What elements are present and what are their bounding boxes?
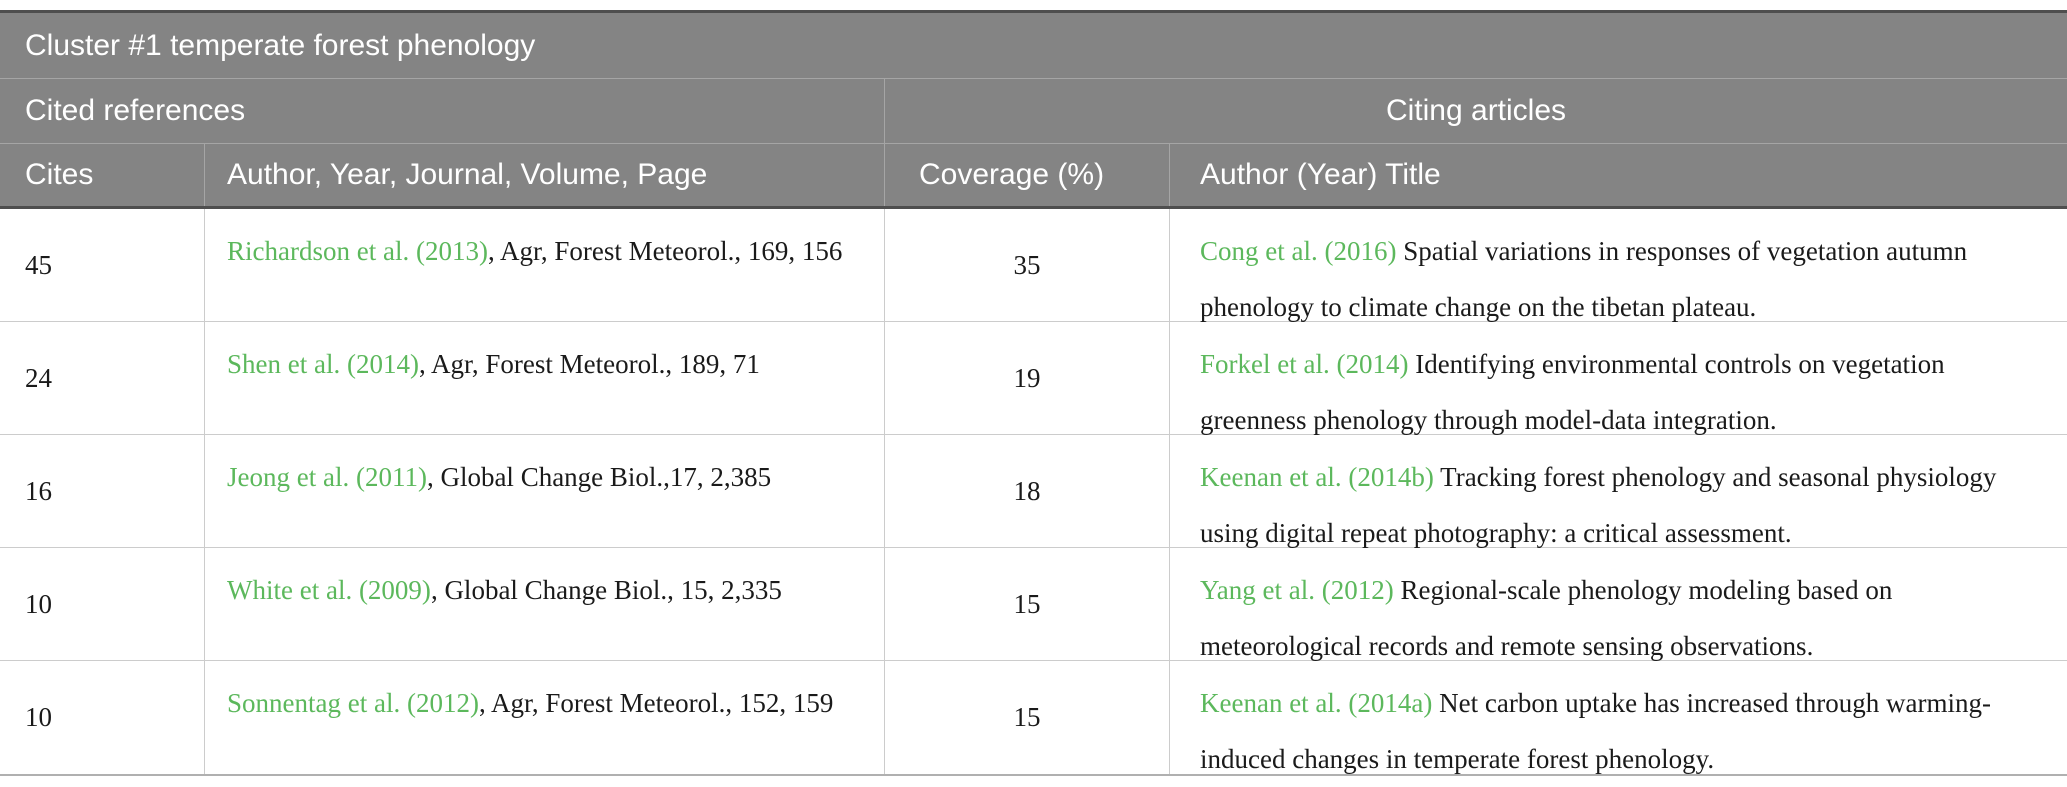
table-title: Cluster #1 temperate forest phenology: [25, 28, 536, 62]
citing-article-link[interactable]: Forkel et al. (2014): [1200, 349, 1409, 379]
citing-article: Yang et al. (2012) Regional-scale phenol…: [1170, 548, 2067, 661]
group-header-cited-references: Cited references: [0, 79, 885, 143]
reference-link[interactable]: Sonnentag et al. (2012): [227, 688, 479, 718]
citing-article-title: Identifying environmental controls on ve…: [1200, 349, 1945, 435]
column-header-row: Cites Author, Year, Journal, Volume, Pag…: [0, 143, 2067, 209]
reference-link[interactable]: Jeong et al. (2011): [227, 462, 427, 492]
cited-reference: Sonnentag et al. (2012), Agr, Forest Met…: [205, 661, 885, 774]
cites-count: 16: [0, 435, 205, 547]
citing-article-title: Net carbon uptake has increased through …: [1200, 688, 1991, 774]
cluster-citation-table: Cluster #1 temperate forest phenology Ci…: [0, 10, 2067, 776]
table-row: 24 Shen et al. (2014), Agr, Forest Meteo…: [0, 322, 2067, 435]
coverage-value: 19: [885, 322, 1170, 434]
column-header-reference: Author, Year, Journal, Volume, Page: [205, 144, 885, 206]
reference-detail: , Global Change Biol., 15, 2,335: [430, 575, 782, 605]
table-row: 45 Richardson et al. (2013), Agr, Forest…: [0, 209, 2067, 322]
group-header-row: Cited references Citing articles: [0, 78, 2067, 143]
cites-count: 10: [0, 661, 205, 774]
reference-detail: , Agr, Forest Meteorol., 189, 71: [418, 349, 760, 379]
reference-link[interactable]: Shen et al. (2014): [227, 349, 419, 379]
cited-reference: White et al. (2009), Global Change Biol.…: [205, 548, 885, 660]
reference-detail: , Agr, Forest Meteorol., 152, 159: [478, 688, 834, 718]
column-header-citing-title: Author (Year) Title: [1200, 158, 1441, 191]
table-row: 16 Jeong et al. (2011), Global Change Bi…: [0, 435, 2067, 548]
citing-article-title: Tracking forest phenology and seasonal p…: [1200, 462, 1997, 548]
citing-article-link[interactable]: Yang et al. (2012): [1200, 575, 1394, 605]
reference-link[interactable]: Richardson et al. (2013): [227, 236, 488, 266]
table-row: 10 White et al. (2009), Global Change Bi…: [0, 548, 2067, 661]
table-body: 45 Richardson et al. (2013), Agr, Forest…: [0, 209, 2067, 776]
citing-article: Keenan et al. (2014a) Net carbon uptake …: [1170, 661, 2067, 774]
group-header-citing-articles: Citing articles: [1385, 94, 1567, 127]
reference-detail: , Global Change Biol.,17, 2,385: [426, 462, 772, 492]
cited-reference: Jeong et al. (2011), Global Change Biol.…: [205, 435, 885, 547]
cites-count: 45: [0, 209, 205, 321]
cites-count: 24: [0, 322, 205, 434]
column-header-cites: Cites: [0, 144, 205, 206]
cites-count: 10: [0, 548, 205, 660]
reference-link[interactable]: White et al. (2009): [227, 575, 431, 605]
citing-article-link[interactable]: Keenan et al. (2014a): [1200, 688, 1433, 718]
table-row: 10 Sonnentag et al. (2012), Agr, Forest …: [0, 661, 2067, 774]
coverage-value: 18: [885, 435, 1170, 547]
citing-article-link[interactable]: Cong et al. (2016): [1200, 236, 1397, 266]
cited-reference: Richardson et al. (2013), Agr, Forest Me…: [205, 209, 885, 321]
citing-article: Cong et al. (2016) Spatial variations in…: [1170, 209, 2067, 322]
citing-article: Keenan et al. (2014b) Tracking forest ph…: [1170, 435, 2067, 548]
citing-article: Forkel et al. (2014) Identifying environ…: [1170, 322, 2067, 435]
table-title-row: Cluster #1 temperate forest phenology: [0, 13, 2067, 78]
reference-detail: , Agr, Forest Meteorol., 169, 156: [487, 236, 843, 266]
coverage-value: 15: [885, 548, 1170, 660]
cited-reference: Shen et al. (2014), Agr, Forest Meteorol…: [205, 322, 885, 434]
coverage-value: 35: [885, 209, 1170, 321]
column-header-coverage: Coverage (%): [885, 144, 1170, 206]
coverage-value: 15: [885, 661, 1170, 774]
citing-article-title: Spatial variations in responses of veget…: [1200, 236, 1968, 322]
citing-article-link[interactable]: Keenan et al. (2014b): [1200, 462, 1434, 492]
citing-article-title: Regional-scale phenology modeling based …: [1200, 575, 1893, 661]
